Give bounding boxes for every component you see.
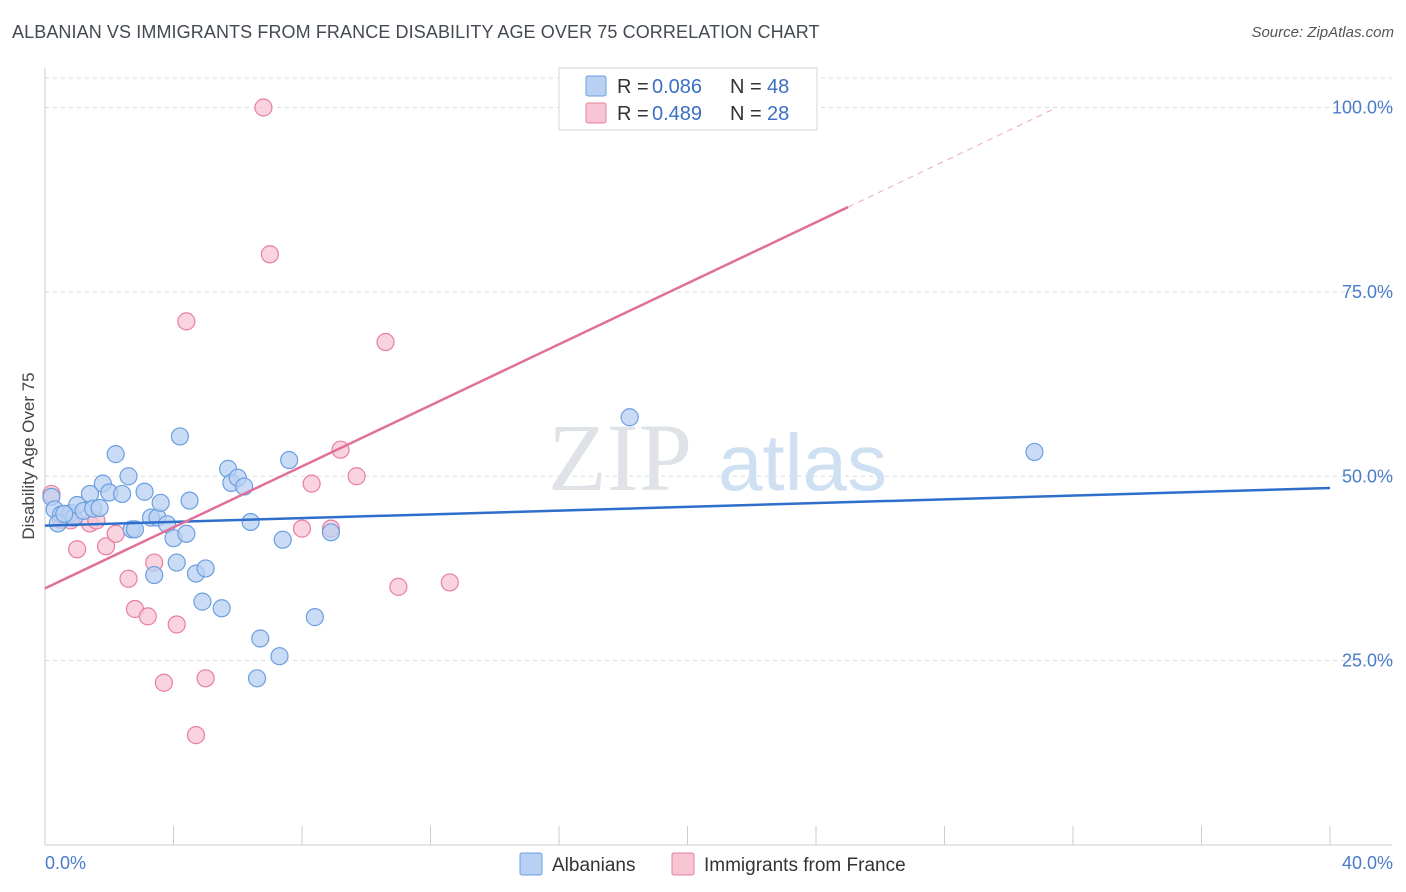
point-albanians-11	[106, 445, 125, 464]
legend: R = 0.086 N = 48 R = 0.489 N = 28	[558, 67, 818, 131]
trendline-albanians	[44, 486, 1331, 527]
point-albanians-42	[321, 523, 341, 542]
tick-labels: 25.0% 50.0% 75.0% 100.0% 0.0% 40.0%	[45, 98, 1393, 874]
point-france-20	[302, 474, 321, 493]
point-albanians-36	[247, 669, 267, 688]
point-albanians-25	[177, 524, 196, 543]
legend-n-label-albanians: N =	[730, 76, 762, 98]
point-france-13	[167, 615, 186, 634]
source-label: Source: ZipAtlas.com	[1251, 24, 1394, 41]
series-albanians-points	[42, 408, 1044, 688]
grid-lines	[45, 77, 1392, 662]
chart-title: ALBANIAN VS IMMIGRANTS FROM FRANCE DISAB…	[12, 22, 820, 42]
point-albanians-44	[1025, 442, 1044, 462]
point-albanians-23	[167, 553, 186, 572]
point-albanians-12	[112, 484, 132, 504]
bottom-legend: Albanians Immigrants from France	[519, 852, 906, 876]
trend-lines	[44, 107, 1331, 590]
point-albanians-40	[280, 450, 299, 470]
point-albanians-47	[90, 498, 109, 518]
point-france-18	[260, 245, 279, 264]
point-france-25	[389, 577, 408, 596]
legend-r-label-albanians: R =	[617, 76, 649, 98]
point-france-7	[106, 524, 125, 543]
x-tick-label-min: 0.0%	[45, 853, 86, 873]
point-albanians-37	[251, 629, 270, 648]
point-france-6	[96, 537, 116, 556]
watermark-atlas: atlas	[718, 418, 887, 507]
y-tick-label-25: 25.0%	[1342, 651, 1393, 671]
legend-n-value-albanians: 48	[767, 76, 789, 98]
point-albanians-24	[170, 427, 190, 446]
point-albanians-29	[196, 559, 215, 578]
point-albanians-30	[212, 599, 231, 618]
bottom-legend-swatch-albanians	[519, 852, 543, 876]
point-albanians-39	[273, 530, 292, 549]
bottom-legend-label-france: Immigrants from France	[704, 855, 906, 876]
legend-swatch-albanians	[585, 75, 607, 97]
point-albanians-15	[125, 520, 145, 539]
point-albanians-26	[180, 491, 199, 510]
point-france-26	[440, 573, 459, 592]
watermark-zip: ZIP	[548, 404, 692, 511]
point-albanians-18	[145, 565, 164, 585]
point-france-15	[186, 726, 206, 745]
legend-n-value-france: 28	[767, 103, 789, 125]
legend-r-label-france: R =	[617, 103, 649, 125]
legend-swatch-france	[585, 102, 607, 124]
y-tick-label-75: 75.0%	[1342, 282, 1393, 302]
legend-n-label-france: N =	[730, 103, 762, 125]
y-tick-label-100: 100.0%	[1332, 98, 1393, 118]
point-france-17	[254, 98, 273, 117]
point-france-10	[138, 607, 157, 626]
legend-r-value-albanians: 0.086	[652, 76, 702, 98]
point-france-8	[119, 569, 138, 588]
trendline-france	[44, 205, 849, 590]
point-france-14	[177, 312, 196, 331]
point-albanians-35	[241, 512, 260, 532]
point-france-12	[154, 673, 173, 692]
x-tick-label-max: 40.0%	[1342, 853, 1393, 873]
point-albanians-46	[55, 504, 74, 523]
point-france-3	[68, 540, 87, 559]
point-albanians-41	[305, 608, 324, 627]
y-tick-label-50: 50.0%	[1342, 466, 1393, 486]
point-albanians-20	[151, 493, 170, 512]
axes	[44, 68, 1392, 846]
point-france-24	[376, 332, 395, 352]
point-france-19	[292, 519, 312, 538]
point-albanians-28	[193, 592, 212, 611]
legend-r-value-france: 0.489	[652, 103, 702, 125]
point-france-23	[347, 467, 366, 486]
point-albanians-16	[135, 482, 154, 501]
point-albanians-13	[119, 467, 138, 486]
trendline-france-extension	[847, 107, 1058, 208]
bottom-legend-swatch-france	[671, 852, 695, 876]
point-france-16	[196, 669, 215, 688]
point-albanians-38	[270, 647, 289, 666]
point-albanians-43	[620, 408, 639, 427]
y-axis-label: Disability Age Over 75	[19, 372, 38, 539]
bottom-legend-label-albanians: Albanians	[552, 855, 635, 876]
